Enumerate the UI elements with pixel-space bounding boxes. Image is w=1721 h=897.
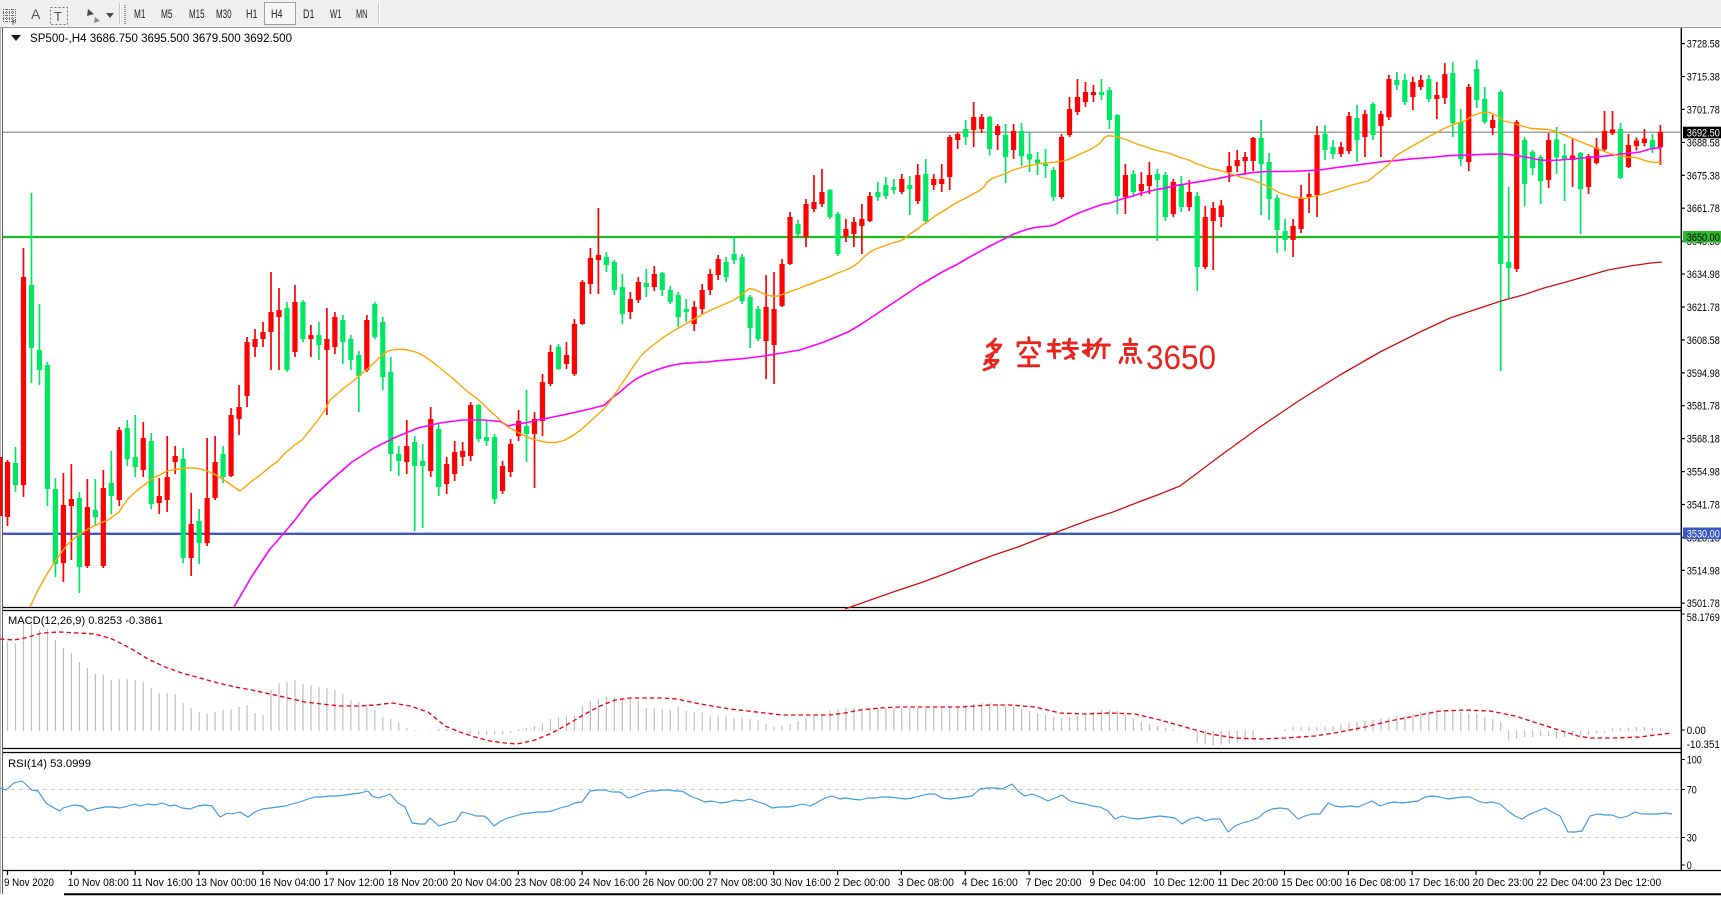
svg-text:13 Nov 00:00: 13 Nov 00:00 [196, 877, 257, 889]
svg-text:3621.78: 3621.78 [1687, 302, 1720, 314]
svg-text:3581.78: 3581.78 [1687, 401, 1720, 413]
svg-text:3661.78: 3661.78 [1687, 203, 1720, 215]
svg-text:MN: MN [356, 7, 368, 21]
svg-text:70: 70 [1687, 785, 1697, 797]
svg-text:3501.78: 3501.78 [1687, 598, 1720, 610]
svg-text:11 Nov 16:00: 11 Nov 16:00 [132, 877, 193, 889]
svg-text:20 Dec 23:00: 20 Dec 23:00 [1473, 877, 1534, 889]
svg-text:MACD(12,26,9) 0.8253 -0.3861: MACD(12,26,9) 0.8253 -0.3861 [8, 615, 163, 627]
svg-text:D1: D1 [303, 7, 315, 21]
svg-text:3594.98: 3594.98 [1687, 368, 1720, 380]
svg-text:H4: H4 [271, 7, 283, 21]
svg-text:M1: M1 [134, 7, 146, 21]
svg-text:3514.98: 3514.98 [1687, 565, 1720, 577]
svg-text:4 Dec 16:00: 4 Dec 16:00 [962, 877, 1018, 889]
svg-text:18 Nov 20:00: 18 Nov 20:00 [387, 877, 448, 889]
svg-text:16 Nov 04:00: 16 Nov 04:00 [259, 877, 320, 889]
svg-text:0: 0 [1687, 860, 1692, 872]
svg-text:26 Nov 00:00: 26 Nov 00:00 [643, 877, 704, 889]
svg-text:3541.78: 3541.78 [1687, 500, 1720, 512]
svg-text:10 Dec 12:00: 10 Dec 12:00 [1153, 877, 1214, 889]
svg-text:30: 30 [1687, 833, 1697, 845]
svg-text:3530.00: 3530.00 [1687, 528, 1720, 540]
svg-text:M15: M15 [189, 7, 205, 21]
svg-text:22 Dec 04:00: 22 Dec 04:00 [1536, 877, 1597, 889]
svg-text:SP500-,H4 3686.750 3695.500 3: SP500-,H4 3686.750 3695.500 3679.500 369… [30, 33, 292, 45]
svg-text:23 Dec 12:00: 23 Dec 12:00 [1600, 877, 1661, 889]
svg-text:3 Dec 08:00: 3 Dec 08:00 [898, 877, 954, 889]
svg-text:3634.98: 3634.98 [1687, 269, 1720, 281]
svg-text:3728.58: 3728.58 [1687, 39, 1720, 51]
svg-text:10 Nov 08:00: 10 Nov 08:00 [68, 877, 129, 889]
svg-text:11 Dec 20:00: 11 Dec 20:00 [1217, 877, 1278, 889]
svg-text:3568.18: 3568.18 [1687, 434, 1720, 446]
svg-text:3675.38: 3675.38 [1687, 170, 1720, 182]
svg-text:15 Dec 00:00: 15 Dec 00:00 [1281, 877, 1342, 889]
svg-text:2 Dec 00:00: 2 Dec 00:00 [834, 877, 890, 889]
svg-text:T: T [54, 9, 62, 24]
svg-text:9 Nov 2020: 9 Nov 2020 [4, 877, 54, 889]
svg-text:M30: M30 [216, 7, 232, 21]
svg-text:9 Dec 04:00: 9 Dec 04:00 [1090, 877, 1146, 889]
svg-text:30 Nov 16:00: 30 Nov 16:00 [770, 877, 831, 889]
svg-text:3688.58: 3688.58 [1687, 137, 1720, 149]
svg-text:RSI(14) 53.0999: RSI(14) 53.0999 [8, 758, 91, 770]
svg-text:H1: H1 [246, 7, 258, 21]
svg-text:23 Nov 08:00: 23 Nov 08:00 [515, 877, 576, 889]
svg-text:3608.58: 3608.58 [1687, 335, 1720, 347]
svg-text:100: 100 [1687, 755, 1702, 767]
svg-text:20 Nov 04:00: 20 Nov 04:00 [451, 877, 512, 889]
svg-text:3692.50: 3692.50 [1687, 128, 1720, 140]
svg-text:16 Dec 08:00: 16 Dec 08:00 [1345, 877, 1406, 889]
svg-text:A: A [31, 6, 41, 22]
svg-text:58.1769: 58.1769 [1687, 612, 1720, 624]
svg-text:3554.98: 3554.98 [1687, 467, 1720, 479]
svg-text:W1: W1 [330, 7, 342, 21]
svg-text:-10.351: -10.351 [1687, 739, 1720, 751]
svg-text:0.00: 0.00 [1687, 725, 1706, 737]
svg-text:17 Dec 16:00: 17 Dec 16:00 [1409, 877, 1470, 889]
svg-text:3715.38: 3715.38 [1687, 72, 1720, 84]
svg-text:7 Dec 20:00: 7 Dec 20:00 [1026, 877, 1082, 889]
svg-text:3650.00: 3650.00 [1687, 232, 1720, 244]
svg-text:24 Nov 16:00: 24 Nov 16:00 [579, 877, 640, 889]
svg-text:17 Nov 12:00: 17 Nov 12:00 [323, 877, 384, 889]
svg-text:3701.78: 3701.78 [1687, 104, 1720, 116]
svg-text:27 Nov 08:00: 27 Nov 08:00 [706, 877, 767, 889]
svg-text:M5: M5 [161, 7, 173, 21]
svg-text:3650: 3650 [1146, 339, 1216, 377]
svg-text:F: F [12, 20, 16, 27]
